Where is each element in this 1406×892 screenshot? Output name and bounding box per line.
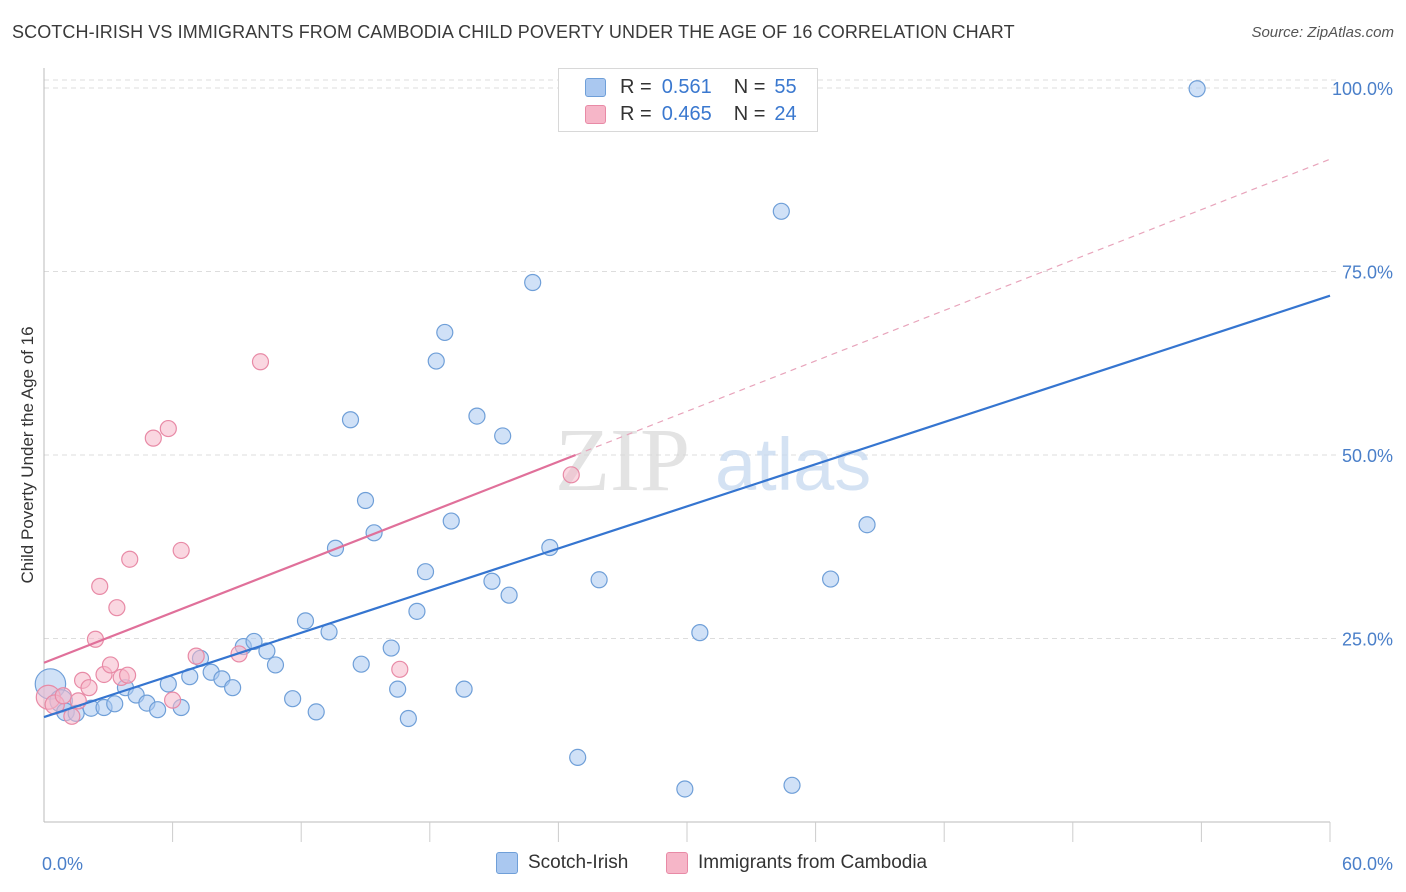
legend-swatch-blue bbox=[585, 77, 606, 97]
legend-n-value: 55 bbox=[774, 75, 797, 98]
scotch-irish-point bbox=[500, 586, 518, 604]
cambodia-point bbox=[144, 429, 162, 447]
scotch-irish-point bbox=[245, 632, 263, 651]
legend-n-label: N = bbox=[733, 102, 766, 125]
legend-n-label: N = bbox=[733, 75, 766, 98]
scotch-irish-point bbox=[494, 427, 512, 445]
source-label: Source: ZipAtlas.com bbox=[1251, 24, 1394, 41]
scotch-irish-trendline bbox=[43, 294, 1331, 719]
scotch-irish-point bbox=[676, 780, 694, 798]
scotch-irish-point bbox=[296, 612, 315, 630]
cambodia-point bbox=[121, 550, 139, 568]
scotch-irish-point bbox=[399, 709, 417, 728]
scotch-irish-point bbox=[416, 563, 435, 581]
cambodia-point bbox=[80, 679, 98, 697]
legend-row-cambodia: R = 0.465 N = 24 bbox=[585, 101, 797, 127]
cambodia-trendline bbox=[43, 453, 576, 664]
chart-title: SCOTCH-IRISH VS IMMIGRANTS FROM CAMBODIA… bbox=[12, 22, 1015, 42]
bottom-legend-label: Scotch-Irish bbox=[528, 852, 629, 873]
cambodia-point bbox=[391, 660, 409, 678]
cambodia-trendline-extension bbox=[575, 158, 1331, 456]
scotch-irish-point bbox=[284, 690, 302, 708]
cambodia-point bbox=[251, 353, 270, 371]
scotch-irish-point bbox=[783, 776, 801, 794]
scotch-irish-point bbox=[468, 407, 486, 425]
scotch-irish-point bbox=[266, 656, 285, 674]
legend: R = 0.561 N = 55 R = 0.465 N = 24 bbox=[558, 68, 818, 132]
cambodia-point bbox=[101, 656, 120, 674]
legend-swatch-pink bbox=[585, 104, 606, 124]
scotch-irish-point bbox=[356, 491, 375, 510]
cambodia-point bbox=[562, 466, 580, 484]
y-tick-label: 25.0% bbox=[1342, 630, 1393, 650]
bottom-legend-label: Immigrants from Cambodia bbox=[698, 852, 928, 873]
scotch-irish-point bbox=[224, 679, 242, 697]
scotch-irish-point bbox=[822, 570, 840, 588]
y-tick-label: 75.0% bbox=[1342, 263, 1393, 283]
scotch-irish-point bbox=[389, 680, 407, 698]
scotch-irish-point bbox=[341, 411, 360, 429]
scotch-irish-point bbox=[483, 572, 501, 590]
cambodia-point bbox=[108, 599, 126, 617]
y-tick-label: 100.0% bbox=[1332, 79, 1393, 99]
scotch-irish-point bbox=[569, 748, 587, 767]
bottom-legend-scotch-irish: Scotch-Irish bbox=[496, 850, 628, 876]
bottom-legend-cambodia: Immigrants from Cambodia bbox=[666, 850, 927, 876]
scotch-irish-point bbox=[352, 655, 370, 673]
scotch-irish-point bbox=[408, 602, 426, 620]
cambodia-point bbox=[91, 577, 109, 595]
legend-r-label: R = bbox=[620, 102, 652, 125]
scotch-irish-point bbox=[382, 639, 400, 657]
cambodia-point bbox=[172, 541, 190, 560]
legend-row-scotch-irish: R = 0.561 N = 55 bbox=[585, 74, 797, 100]
scotch-irish-point bbox=[106, 695, 124, 713]
scotch-irish-point bbox=[148, 701, 167, 719]
scotch-irish-point bbox=[455, 680, 473, 698]
y-tick-label: 50.0% bbox=[1342, 446, 1393, 466]
cambodia-point bbox=[118, 666, 137, 684]
bottom-legend-swatch-blue bbox=[496, 852, 518, 874]
cambodia-point bbox=[164, 691, 182, 709]
watermark-atlas: atlas bbox=[715, 423, 871, 506]
cambodia-point bbox=[187, 647, 205, 665]
scotch-irish-point bbox=[858, 516, 876, 534]
x-tick-label: 60.0% bbox=[1342, 854, 1393, 874]
scotch-irish-point bbox=[590, 571, 608, 589]
cambodia-point bbox=[159, 419, 177, 438]
scotch-irish-point bbox=[1188, 80, 1206, 98]
scotch-irish-point bbox=[307, 703, 325, 721]
watermark-zip: ZIP bbox=[555, 411, 690, 510]
legend-n-value: 24 bbox=[774, 102, 797, 125]
cambodia-point bbox=[54, 687, 72, 705]
scotch-irish-point bbox=[427, 352, 445, 370]
scotch-irish-point bbox=[436, 323, 454, 342]
legend-r-value: 0.561 bbox=[661, 75, 712, 98]
scotch-irish-point bbox=[524, 273, 542, 292]
scotch-irish-point bbox=[691, 624, 709, 642]
x-tick-label: 0.0% bbox=[42, 854, 83, 874]
bottom-legend-swatch-pink bbox=[666, 852, 688, 874]
legend-r-value: 0.465 bbox=[661, 102, 712, 125]
scotch-irish-point bbox=[772, 202, 790, 220]
scotch-irish-point bbox=[442, 512, 460, 530]
legend-r-label: R = bbox=[620, 75, 652, 98]
